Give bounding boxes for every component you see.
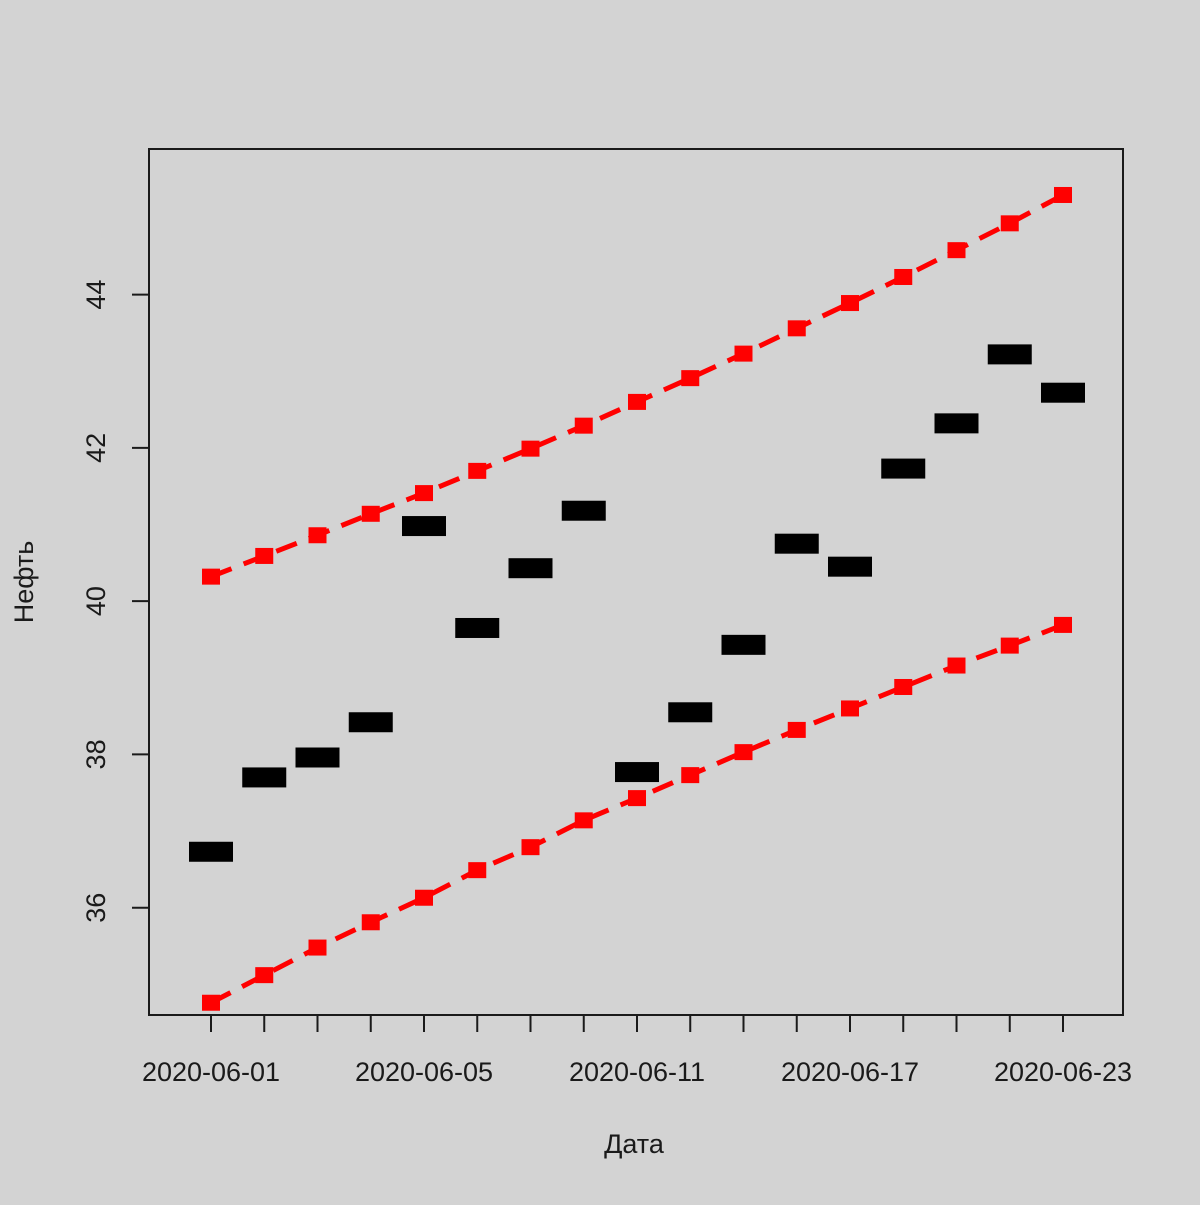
upper-bound-point — [361, 505, 380, 522]
y-tick-label: 38 — [81, 739, 111, 769]
upper-bound-point — [734, 345, 753, 362]
x-tick-label: 2020-06-11 — [569, 1057, 705, 1087]
y-tick-label: 36 — [81, 893, 111, 923]
x-tick-label: 2020-06-05 — [355, 1057, 493, 1087]
actual-value-bar — [508, 558, 553, 579]
lower-bound-point — [894, 678, 913, 695]
y-tick-label: 42 — [81, 433, 111, 463]
actual-value-bar — [934, 413, 979, 434]
plot-frame — [148, 148, 1124, 1016]
lower-bound-point — [308, 939, 327, 956]
x-axis-label: Дата — [604, 1129, 665, 1159]
actual-value-bar — [561, 500, 606, 521]
actual-value-bar — [1041, 382, 1085, 403]
lower-bound-point — [361, 914, 380, 931]
y-tick-label: 44 — [81, 280, 111, 310]
actual-value-bar — [348, 712, 393, 733]
lower-bound-point — [947, 657, 966, 674]
actual-value-bar — [721, 634, 766, 655]
actual-value-bar — [402, 516, 446, 537]
lower-bound-point — [681, 767, 700, 784]
x-tick-label: 2020-06-17 — [781, 1057, 919, 1087]
upper-bound-line — [210, 192, 1065, 579]
upper-bound-point — [1000, 215, 1019, 232]
upper-bound-point — [787, 320, 806, 337]
lower-bound-point — [628, 790, 646, 807]
upper-bound-point — [308, 527, 327, 544]
lower-bound-point — [521, 839, 540, 856]
upper-bound-point — [468, 462, 487, 479]
x-axis: 2020-06-01 2020-06-05 2020-06-11 2020-06-17… — [142, 1014, 1132, 1087]
y-tick-label: 40 — [81, 586, 111, 616]
actual-value-bar — [987, 344, 1032, 365]
x-tick-label: 2020-06-23 — [994, 1057, 1132, 1087]
upper-bound-point — [202, 568, 220, 585]
upper-bound-point — [894, 268, 913, 285]
actual-value-bar — [881, 458, 926, 479]
lower-bound-point — [415, 889, 433, 906]
actual-value-bar — [189, 841, 233, 862]
y-axis-label: Нефть — [9, 541, 39, 624]
actual-value-bar — [668, 702, 713, 723]
lower-bound-point — [1000, 637, 1019, 654]
upper-bound-point — [628, 393, 646, 410]
lower-bound-point — [787, 721, 806, 738]
lower-bound-point — [202, 994, 220, 1011]
lower-bound-point — [1054, 616, 1072, 633]
series-layer — [189, 186, 1085, 1011]
lower-bound-point — [841, 700, 859, 717]
upper-bound-point — [574, 417, 593, 434]
actual-value-bar — [295, 747, 340, 768]
actual-value-bar — [455, 617, 500, 638]
upper-bound-point — [255, 547, 274, 564]
upper-bound-point — [947, 242, 966, 259]
upper-bound-point — [841, 295, 859, 312]
lower-bound-point — [574, 812, 593, 829]
x-tick-label: 2020-06-01 — [142, 1057, 280, 1087]
actual-value-bar — [615, 762, 659, 783]
upper-bound-point — [681, 370, 700, 387]
upper-bound-point — [521, 440, 540, 457]
lower-bound-line — [209, 622, 1064, 1005]
lower-bound-point — [468, 862, 487, 879]
lower-bound-point — [734, 744, 753, 761]
lower-bound-point — [255, 967, 274, 984]
upper-bound-point — [1054, 186, 1072, 203]
actual-value-bar — [828, 556, 872, 577]
actual-value-bar — [774, 533, 819, 554]
upper-bound-point — [415, 485, 433, 502]
y-axis: 36 38 40 42 44 — [81, 280, 150, 923]
actual-value-bar — [242, 767, 287, 788]
